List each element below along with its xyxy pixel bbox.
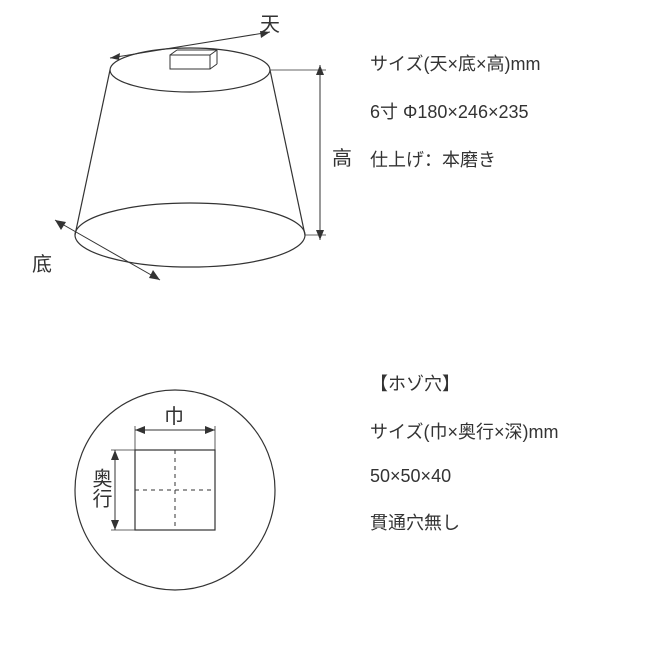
finish-line: 仕上げ：本磨き xyxy=(370,146,540,172)
plan-diagram: 巾 奥行 xyxy=(0,340,370,620)
label-depth: 奥行 xyxy=(86,468,115,508)
label-top: 天 xyxy=(260,8,280,37)
hole-size-value: 50×50×40 xyxy=(370,466,558,487)
size-value: 6寸 Φ180×246×235 xyxy=(370,98,540,124)
spacer xyxy=(0,300,660,340)
hole-header: 【ホゾ穴】 xyxy=(370,370,558,396)
bottom-row: 巾 奥行 【ホゾ穴】 サイズ(巾×奥行×深)mm 50×50×40 貫通穴無し xyxy=(0,340,660,620)
label-bottom: 底 xyxy=(32,248,52,277)
top-text-block: サイズ(天×底×高)mm 6寸 Φ180×246×235 仕上げ：本磨き xyxy=(370,0,540,194)
through-line: 貫通穴無し xyxy=(370,509,558,535)
hole-size-header: サイズ(巾×奥行×深)mm xyxy=(370,418,558,444)
label-width: 巾 xyxy=(164,400,184,429)
bottom-text-block: 【ホゾ穴】 サイズ(巾×奥行×深)mm 50×50×40 貫通穴無し xyxy=(370,340,558,557)
frustum-diagram: 天 高 底 xyxy=(0,0,370,300)
label-height: 高 xyxy=(332,142,352,171)
plan-svg xyxy=(0,340,370,620)
frustum-svg xyxy=(0,0,370,300)
top-row: 天 高 底 サイズ(天×底×高)mm 6寸 Φ180×246×235 仕上げ：本… xyxy=(0,0,660,300)
size-header: サイズ(天×底×高)mm xyxy=(370,50,540,76)
